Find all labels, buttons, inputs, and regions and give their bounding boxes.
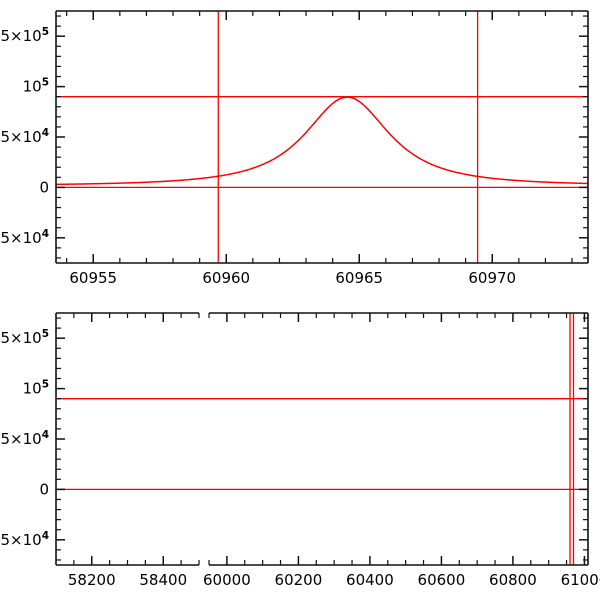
y-tick-label: 0 xyxy=(39,480,49,498)
x-tick-label: 60600 xyxy=(418,571,466,589)
plot-area-top xyxy=(56,11,588,263)
x-tick-label: 60200 xyxy=(275,571,323,589)
y-tick-label: 5×104 xyxy=(0,127,49,146)
x-tick-label: 60400 xyxy=(346,571,394,589)
y-tick-label: 0 xyxy=(39,178,49,196)
plot-area-bottom xyxy=(56,313,588,565)
x-tick-label: 58400 xyxy=(139,571,187,589)
y-tick-label: 1.5×105 xyxy=(0,26,49,45)
bottom-panel-full-baseline: -5×104 0 5×104 105 1.5×105 58200 58400 60000 602… xyxy=(0,312,600,589)
y-tick-label: -5×104 xyxy=(0,228,49,247)
y-tick-label: 105 xyxy=(23,379,49,398)
y-tick-label: 5×104 xyxy=(0,429,49,448)
x-tick-label: 60000 xyxy=(203,571,251,589)
x-tick-label: 58200 xyxy=(68,571,116,589)
axis-frame-bottom: -5×104 0 5×104 105 1.5×105 58200 58400 60000 602… xyxy=(0,312,600,589)
x-tick-label: 60960 xyxy=(202,269,250,287)
top-panel-zoomed-event: -5×104 0 5×104 105 1.5×105 60955 60960 60965 609… xyxy=(0,10,589,287)
axis-frame-top: -5×104 0 5×104 105 1.5×105 60955 60960 60965 609… xyxy=(0,10,589,287)
y-tick-label: -5×104 xyxy=(0,530,49,549)
x-tick-label: 61000 xyxy=(561,571,600,589)
microlensing-model-curve xyxy=(56,96,588,186)
x-tick-label: 60970 xyxy=(468,269,516,287)
x-tick-label: 60965 xyxy=(335,269,383,287)
y-tick-label: 1.5×105 xyxy=(0,328,49,347)
y-tick-label: 105 xyxy=(23,77,49,96)
x-tick-label: 60955 xyxy=(69,269,117,287)
x-tick-label: 60800 xyxy=(489,571,537,589)
